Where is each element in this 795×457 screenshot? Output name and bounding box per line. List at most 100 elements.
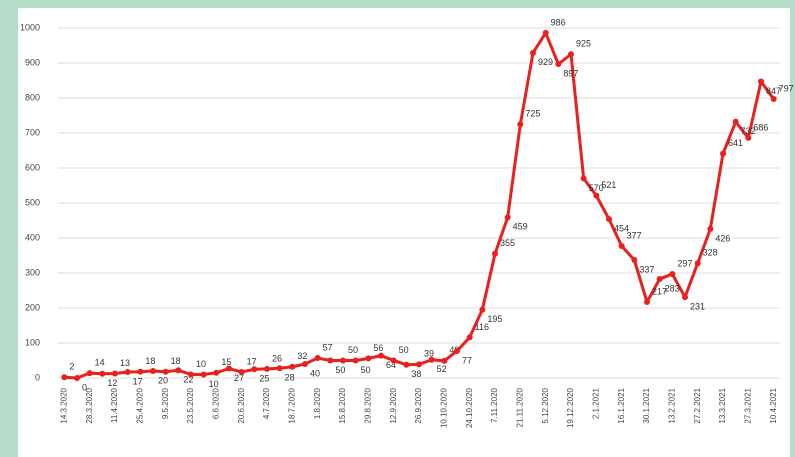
x-tick-label: 28.3.2020	[85, 387, 94, 423]
data-label: 521	[601, 180, 616, 190]
x-tick-label: 19.12.2020	[566, 387, 575, 428]
data-point	[555, 61, 562, 68]
data-point	[264, 365, 270, 372]
data-point	[606, 216, 612, 223]
data-point	[682, 294, 688, 301]
data-point	[61, 374, 68, 381]
data-label: 355	[500, 238, 515, 248]
data-label: 12	[107, 378, 117, 388]
data-label: 64	[386, 360, 396, 370]
data-point	[669, 271, 676, 278]
data-label: 847	[766, 86, 781, 96]
data-point	[238, 369, 245, 376]
data-point	[302, 361, 308, 367]
data-label: 426	[715, 233, 730, 243]
data-point	[593, 192, 600, 199]
data-point	[580, 175, 587, 182]
x-tick-label: 5.12.2020	[541, 387, 550, 423]
x-tick-label: 10.4.2021	[769, 387, 778, 423]
y-tick-label: 100	[25, 337, 40, 347]
data-point	[175, 367, 182, 374]
data-label: 17	[133, 376, 143, 386]
data-label: 459	[513, 222, 528, 232]
data-label: 26	[272, 353, 282, 363]
x-tick-label: 15.8.2020	[338, 387, 347, 423]
data-point	[720, 150, 726, 157]
data-label: 10	[196, 359, 206, 369]
x-tick-label: 1.8.2020	[313, 387, 322, 419]
data-label: 50	[335, 365, 345, 375]
x-tick-label: 20.6.2020	[237, 387, 246, 423]
data-label: 57	[323, 342, 333, 352]
data-point	[251, 366, 258, 373]
x-tick-label: 29.8.2020	[363, 387, 372, 423]
data-point	[365, 355, 372, 362]
data-label: 641	[728, 138, 743, 148]
data-label: 18	[145, 356, 155, 366]
data-label: 22	[183, 375, 193, 385]
data-label: 38	[411, 369, 421, 379]
data-point	[466, 334, 473, 341]
x-tick-label: 30.1.2021	[642, 387, 651, 423]
y-tick-label: 500	[25, 197, 40, 207]
data-label: 17	[247, 356, 257, 366]
x-tick-label: 16.1.2021	[617, 387, 626, 423]
data-label: 50	[399, 345, 409, 355]
data-point	[428, 356, 435, 363]
data-label: 897	[563, 68, 578, 78]
data-label: 686	[753, 122, 768, 132]
data-label: 195	[487, 314, 502, 324]
data-label: 77	[462, 355, 472, 365]
data-point	[162, 368, 169, 375]
y-tick-label: 400	[25, 232, 40, 242]
x-tick-label: 10.10.2020	[439, 387, 448, 428]
data-label: 50	[361, 365, 371, 375]
data-point	[707, 225, 714, 232]
data-point	[492, 250, 498, 257]
data-point	[416, 361, 422, 368]
data-label: 28	[285, 373, 295, 383]
data-point	[631, 257, 638, 264]
data-label: 40	[310, 368, 320, 378]
data-label: 15	[221, 357, 231, 367]
data-label: 39	[424, 349, 434, 359]
data-point	[745, 134, 752, 141]
data-point	[188, 371, 194, 378]
y-tick-label: 200	[25, 302, 40, 312]
x-tick-label: 6.6.2020	[211, 387, 220, 419]
x-tick-label: 25.4.2020	[135, 387, 144, 423]
data-label: 732	[741, 126, 756, 136]
x-tick-label: 9.5.2020	[161, 387, 170, 419]
data-point	[732, 118, 739, 125]
plot-background	[18, 8, 790, 457]
data-point	[694, 260, 701, 267]
data-point	[758, 78, 764, 85]
data-label: 32	[297, 351, 307, 361]
data-point	[517, 121, 524, 128]
data-label: 52	[437, 364, 447, 374]
x-tick-label: 12.9.2020	[389, 387, 398, 423]
x-tick-label: 14.3.2020	[59, 387, 68, 423]
x-tick-label: 26.9.2020	[414, 387, 423, 423]
data-point	[644, 299, 650, 306]
data-label: 377	[627, 230, 642, 240]
data-point	[289, 363, 296, 370]
data-label: 925	[576, 39, 591, 49]
data-point	[352, 357, 359, 364]
data-label: 337	[639, 264, 654, 274]
data-label: 725	[525, 109, 540, 119]
data-label: 797	[779, 83, 794, 93]
data-point	[74, 375, 80, 381]
data-point	[441, 357, 448, 364]
data-label: 18	[171, 356, 181, 366]
data-label: 13	[120, 358, 130, 368]
x-tick-label: 23.5.2020	[186, 387, 195, 423]
data-point	[390, 357, 397, 364]
y-tick-label: 300	[25, 267, 40, 277]
data-point	[504, 214, 511, 221]
data-label: 116	[475, 322, 489, 332]
x-tick-label: 24.10.2020	[465, 387, 474, 428]
x-tick-label: 13.2.2021	[667, 387, 676, 423]
data-label: 297	[677, 258, 692, 268]
